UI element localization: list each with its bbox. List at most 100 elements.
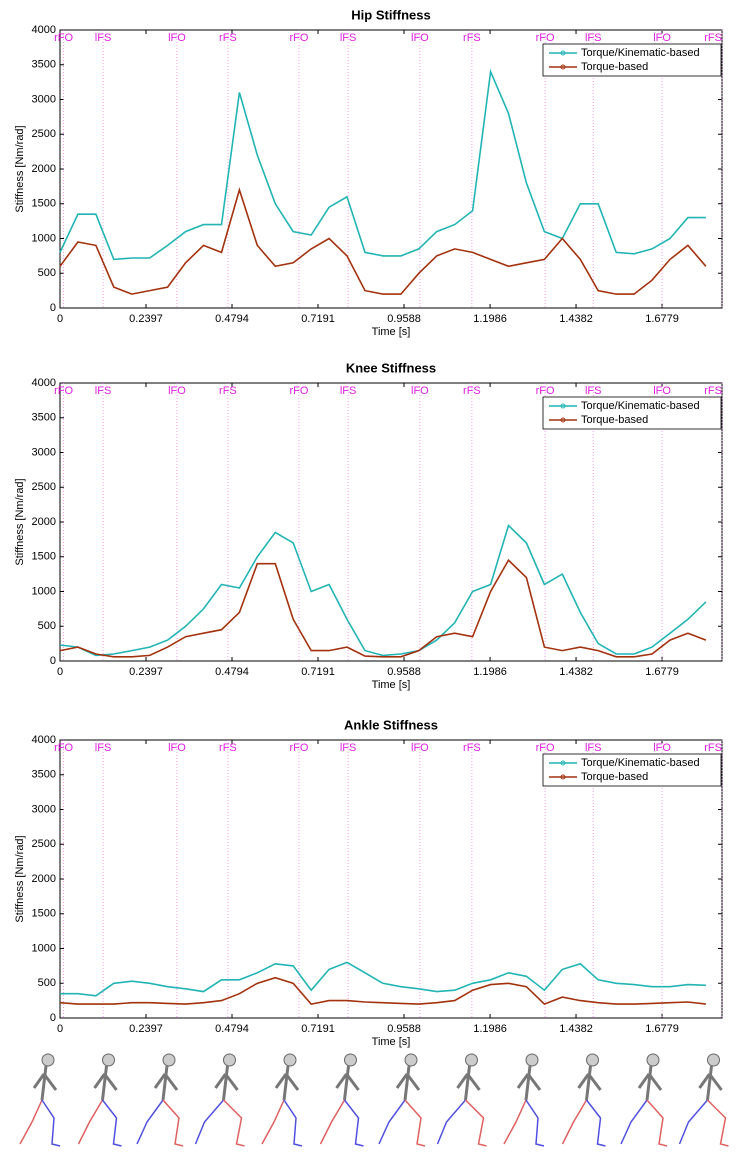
figure-leg <box>284 1100 302 1146</box>
figure-leg <box>379 1100 405 1144</box>
gait-figure <box>20 1054 60 1146</box>
figure-leg <box>526 1100 544 1146</box>
y-tick-label: 2000 <box>32 163 56 175</box>
chart-title: Ankle Stiffness <box>344 717 438 732</box>
gait-figure <box>321 1054 364 1146</box>
x-axis-label: Time [s] <box>372 679 411 691</box>
y-axis-label: Stiffness [Nm/rad] <box>14 835 26 922</box>
y-tick-label: 1000 <box>32 942 56 954</box>
x-tick-label: 1.4382 <box>559 666 593 678</box>
figure-leg <box>262 1100 284 1144</box>
event-label: rFS <box>704 32 722 44</box>
y-tick-label: 0 <box>50 302 56 314</box>
y-axis-label: Stiffness [Nm/rad] <box>14 125 26 212</box>
event-label: rFS <box>463 385 481 397</box>
gait-figure <box>196 1054 245 1146</box>
x-tick-label: 1.6779 <box>645 313 679 325</box>
figure-torso <box>34 1066 56 1100</box>
event-label: lFO <box>411 742 429 754</box>
event-label: rFS <box>704 385 722 397</box>
y-tick-label: 1000 <box>32 585 56 597</box>
chart-title: Hip Stiffness <box>351 7 430 22</box>
event-label: rFO <box>536 32 555 44</box>
x-tick-label: 1.4382 <box>559 1023 593 1035</box>
gait-figure <box>379 1054 425 1146</box>
figure-torso <box>397 1066 419 1100</box>
figure-leg <box>438 1100 466 1144</box>
figure-leg <box>563 1100 587 1144</box>
figure-head <box>405 1054 417 1066</box>
event-label: lFO <box>411 385 429 397</box>
x-tick-label: 1.4382 <box>559 313 593 325</box>
y-axis-label: Stiffness [Nm/rad] <box>14 478 26 565</box>
event-label: rFS <box>219 742 237 754</box>
event-label: lFS <box>340 742 357 754</box>
event-label: lFO <box>653 385 671 397</box>
x-tick-label: 1.6779 <box>645 1023 679 1035</box>
figure-leg <box>587 1100 606 1146</box>
y-tick-label: 2500 <box>32 838 56 850</box>
event-label: lFS <box>340 32 357 44</box>
y-tick-label: 1500 <box>32 908 56 920</box>
event-label: lFO <box>168 32 186 44</box>
y-tick-label: 1000 <box>32 232 56 244</box>
event-label: lFO <box>411 32 429 44</box>
event-label: rFS <box>463 742 481 754</box>
figure-head <box>163 1054 175 1066</box>
figure-leg <box>224 1100 245 1146</box>
figure-leg <box>103 1100 122 1146</box>
y-tick-label: 500 <box>38 267 56 279</box>
figure-head <box>103 1054 115 1066</box>
gait-figure <box>563 1054 606 1146</box>
event-label: lFS <box>95 32 112 44</box>
figure-head <box>587 1054 599 1066</box>
figure-leg <box>647 1100 667 1146</box>
event-label: rFS <box>463 32 481 44</box>
y-tick-label: 500 <box>38 620 56 632</box>
event-label: rFO <box>54 742 73 754</box>
figure-leg <box>79 1100 103 1144</box>
x-tick-label: 1.1986 <box>473 666 507 678</box>
y-tick-label: 3000 <box>32 446 56 458</box>
gait-figure <box>621 1054 667 1146</box>
y-tick-label: 3000 <box>32 803 56 815</box>
figure-leg <box>42 1100 60 1146</box>
x-tick-label: 0.2397 <box>129 1023 163 1035</box>
figure-leg <box>345 1100 364 1146</box>
x-axis-label: Time [s] <box>372 326 411 338</box>
legend-label: Torque/Kinematic-based <box>581 757 700 769</box>
figure-leg <box>137 1100 163 1144</box>
gait-figure <box>262 1054 302 1146</box>
event-label: rFS <box>219 385 237 397</box>
event-label: rFO <box>54 32 73 44</box>
y-tick-label: 3500 <box>32 59 56 71</box>
event-label: rFO <box>54 385 73 397</box>
figure-torso <box>639 1066 661 1100</box>
figure-leg <box>504 1100 526 1144</box>
figure-torso <box>337 1066 359 1100</box>
legend-label: Torque-based <box>581 61 648 73</box>
y-tick-label: 2000 <box>32 873 56 885</box>
figure-leg <box>163 1100 183 1146</box>
gait-figure <box>79 1054 122 1146</box>
y-tick-label: 0 <box>50 1012 56 1024</box>
figure-head <box>526 1054 538 1066</box>
figure-leg <box>621 1100 647 1144</box>
x-tick-label: 0.9588 <box>387 313 421 325</box>
x-tick-label: 0 <box>57 313 63 325</box>
y-tick-label: 2500 <box>32 481 56 493</box>
x-tick-label: 1.6779 <box>645 666 679 678</box>
event-label: lFS <box>585 742 602 754</box>
figure-leg <box>20 1100 42 1144</box>
legend-label: Torque-based <box>581 414 648 426</box>
gait-figure <box>438 1054 487 1146</box>
figure-head <box>284 1054 296 1066</box>
y-tick-label: 4000 <box>32 24 56 36</box>
figure-leg <box>708 1100 729 1146</box>
event-label: rFO <box>289 32 308 44</box>
figure-head <box>466 1054 478 1066</box>
y-tick-label: 4000 <box>32 734 56 746</box>
event-label: rFO <box>536 385 555 397</box>
event-label: lFO <box>168 742 186 754</box>
event-label: lFS <box>95 385 112 397</box>
